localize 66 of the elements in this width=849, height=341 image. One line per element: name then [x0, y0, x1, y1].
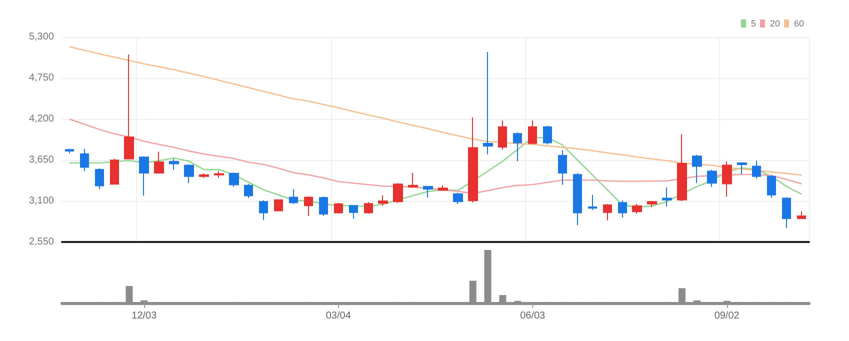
x-tick-label: 06/03 — [520, 310, 546, 322]
candlestick — [80, 148, 89, 172]
legend-label: 20 — [770, 18, 780, 28]
legend-label: 60 — [794, 18, 804, 28]
candlestick — [408, 172, 418, 188]
candlestick — [483, 51, 493, 155]
candlestick — [677, 134, 687, 202]
line-series — [68, 118, 802, 194]
x-tick-label: 09/02 — [714, 310, 740, 322]
candlestick — [752, 160, 761, 180]
candlestick — [603, 203, 612, 221]
candlestick — [468, 116, 478, 203]
candlestick — [423, 186, 433, 198]
candlestick — [334, 202, 343, 214]
candlestick — [453, 192, 463, 204]
y-tick-label: 3,650 — [28, 154, 54, 166]
candlestick — [707, 169, 717, 188]
candlestick — [364, 202, 373, 214]
candlestick — [797, 210, 806, 219]
candlestick — [139, 156, 149, 196]
candlestick — [304, 196, 313, 217]
candlestick — [528, 120, 537, 145]
candlestick — [393, 182, 403, 204]
candlestick — [782, 196, 791, 228]
candlestick — [543, 125, 552, 145]
candlestick — [169, 158, 179, 170]
candlestick — [319, 196, 328, 216]
candlestick — [110, 158, 119, 185]
candlestick — [498, 120, 507, 150]
candlestick — [229, 172, 239, 188]
y-tick-label: 2,550 — [28, 236, 54, 248]
y-tick-label: 4,750 — [28, 72, 54, 84]
candlestick — [199, 172, 209, 178]
y-tick-label: 5,300 — [28, 32, 54, 42]
line-series — [68, 46, 802, 176]
legend-label: 5 — [750, 18, 756, 28]
candlestick — [438, 184, 448, 192]
candlestick — [274, 199, 283, 212]
candlestick — [647, 200, 657, 208]
candlestick — [259, 200, 268, 221]
candlestick — [95, 168, 104, 190]
candlestick — [588, 194, 597, 210]
candlestick — [244, 183, 253, 199]
x-tick-label: 12/03 — [132, 310, 158, 322]
candlestick — [558, 150, 567, 186]
candlestick — [513, 132, 522, 162]
candlestick — [692, 154, 702, 184]
candlestick — [737, 162, 747, 175]
candlestick — [767, 174, 776, 198]
candlestick — [289, 188, 298, 204]
candlestick — [124, 54, 134, 160]
candlestick — [65, 148, 74, 154]
candlestick — [618, 200, 627, 218]
candlestick — [378, 195, 388, 206]
candlestick — [722, 160, 732, 198]
candlestick — [154, 151, 164, 174]
candlestick — [573, 172, 582, 226]
line-series — [68, 136, 802, 208]
y-tick-label: 4,200 — [28, 114, 54, 124]
x-tick-label: 03/04 — [326, 310, 352, 322]
candlestick — [184, 164, 194, 184]
y-tick-label: 3,100 — [28, 196, 54, 206]
candlestick — [349, 204, 358, 219]
candlestick — [214, 170, 224, 178]
candlestick — [662, 187, 672, 208]
candlestick — [632, 203, 642, 214]
